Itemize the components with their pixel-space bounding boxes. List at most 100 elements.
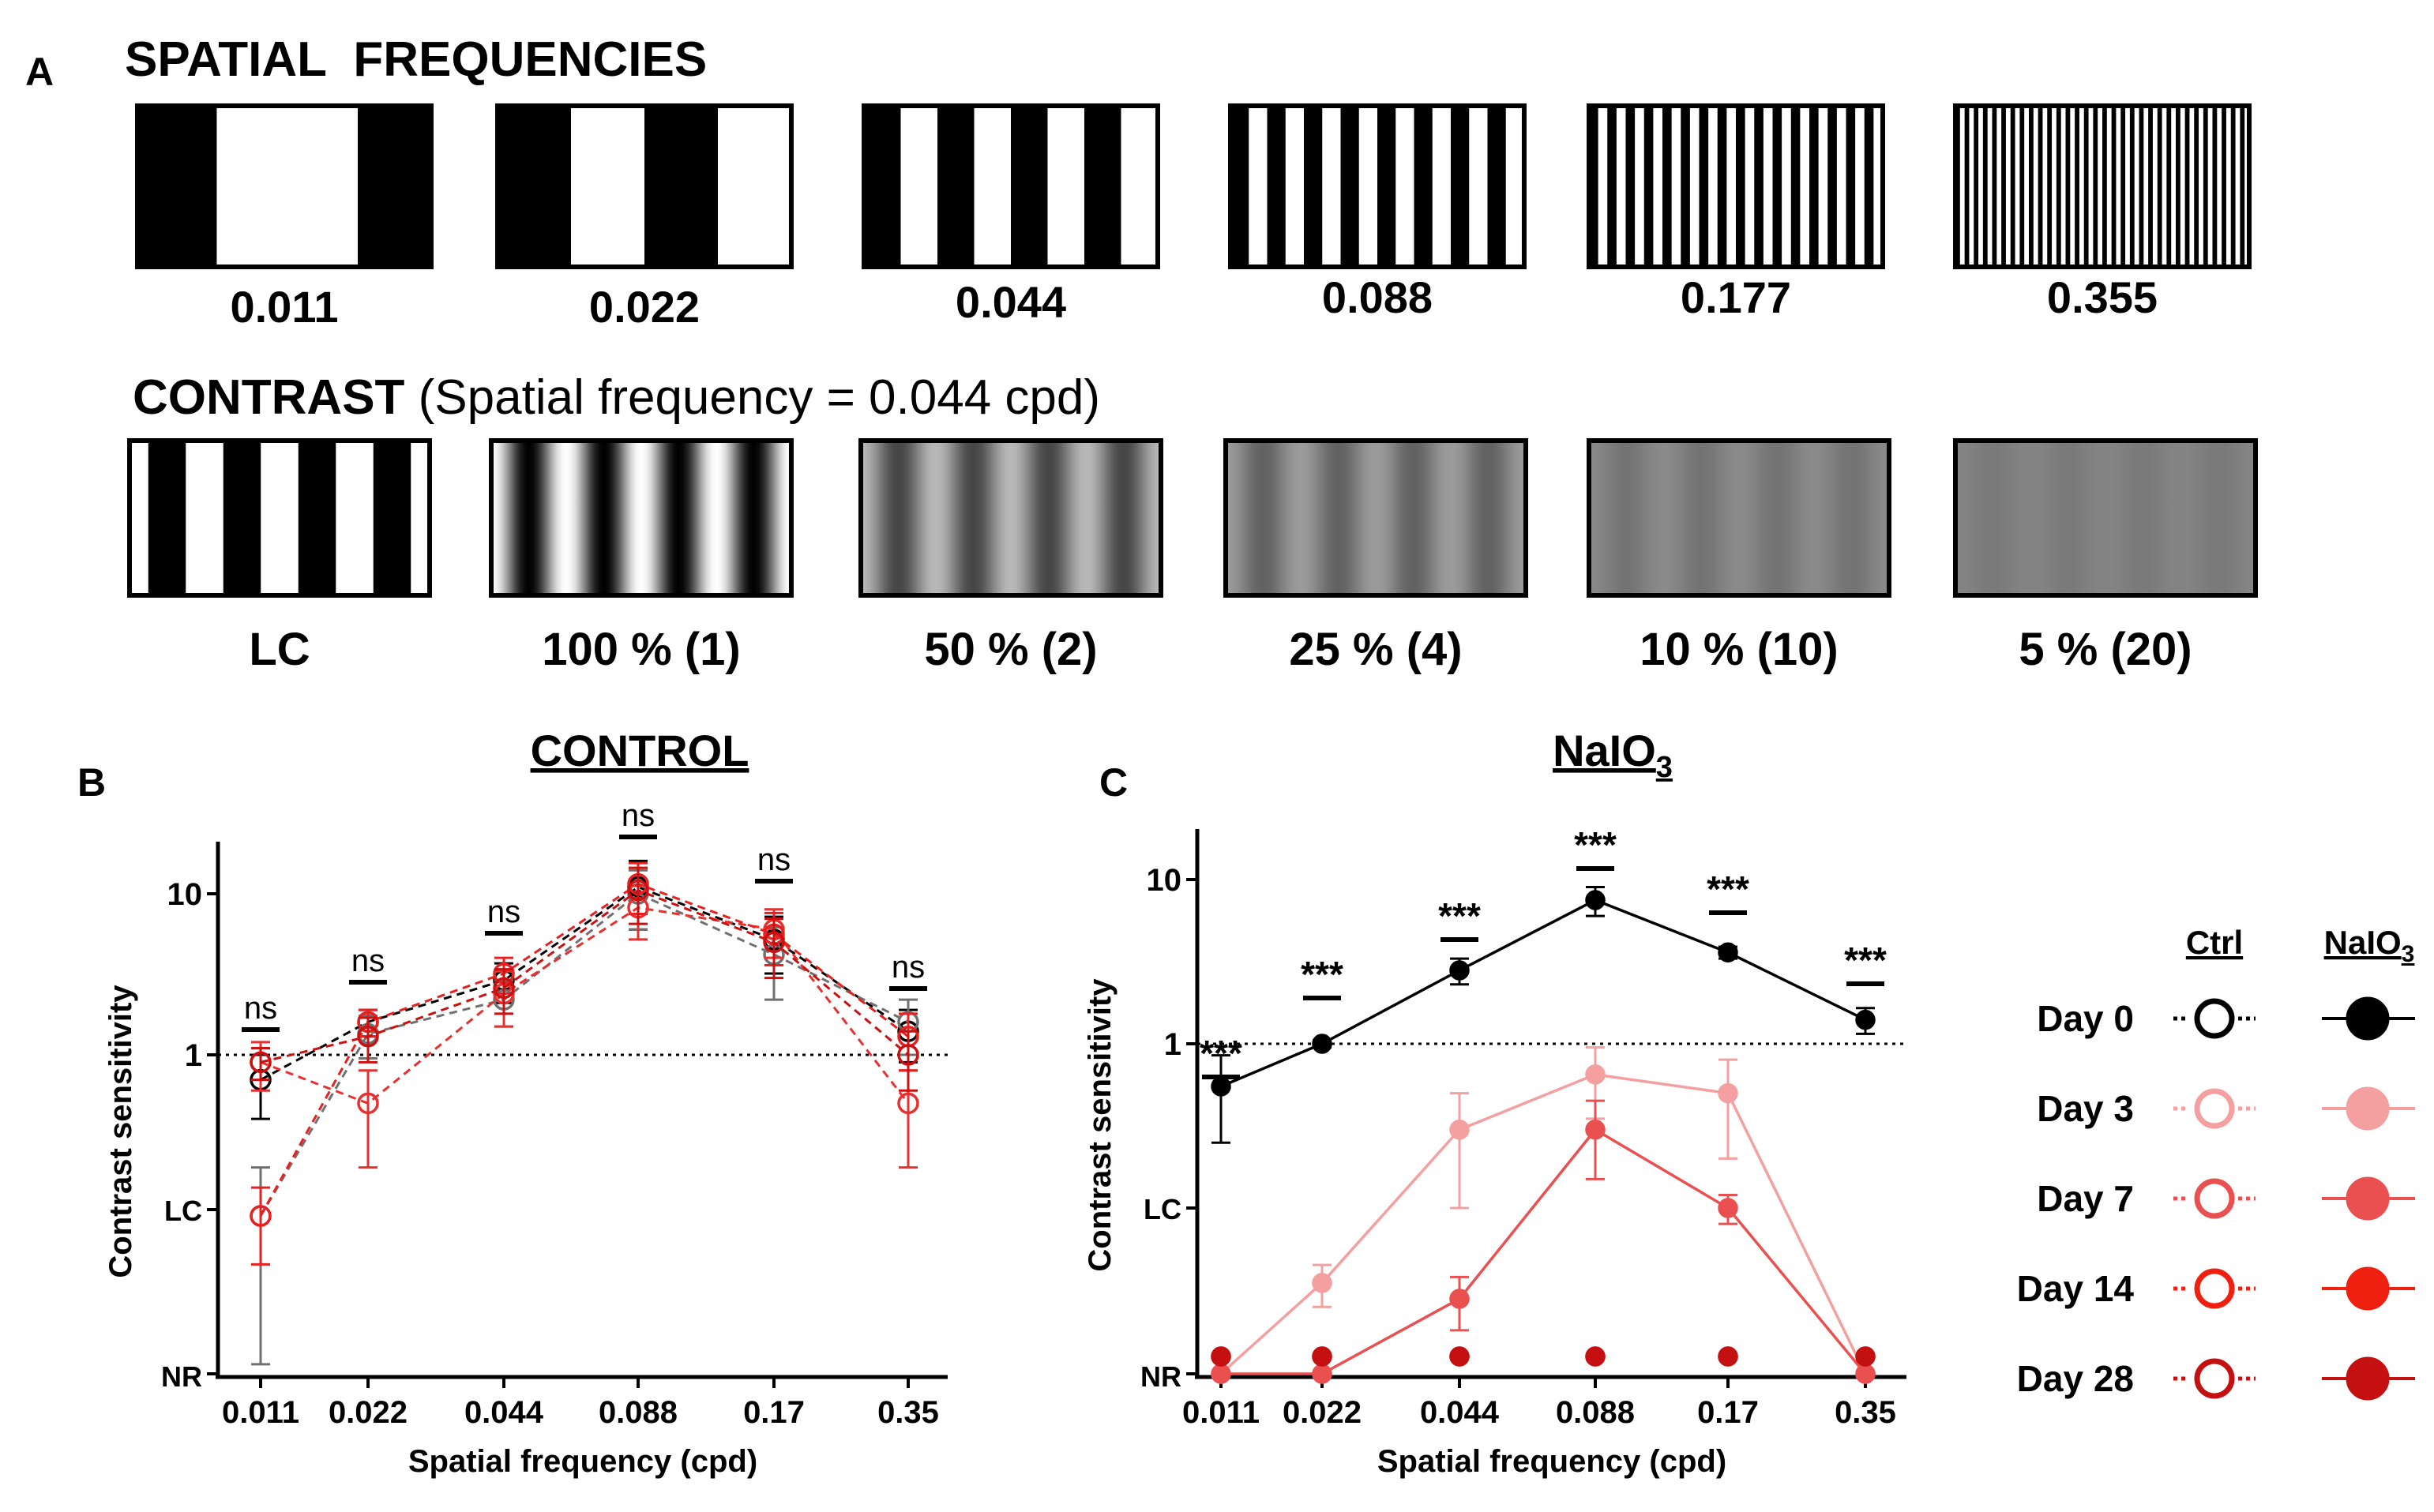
data-point: [1585, 1064, 1606, 1085]
legend-naio-marker: [2346, 1356, 2390, 1401]
grating-bar: [1267, 106, 1286, 267]
y-axis-label: Contrast sensitivity: [103, 985, 138, 1278]
grating-bar: [2001, 106, 2006, 267]
grating-bar: [2010, 106, 2015, 267]
y-tick-label: NR: [161, 1360, 202, 1393]
grating-bar: [373, 441, 411, 595]
grating-bar: [1864, 106, 1874, 267]
panel-a-label: A: [25, 50, 54, 94]
grating-frame: [495, 103, 794, 269]
significance-label: ***: [1844, 940, 1887, 981]
series-line: [1220, 899, 1866, 1088]
data-point: [897, 1044, 919, 1066]
sine-grating: [1955, 441, 2256, 595]
panel-b-label: B: [77, 760, 106, 805]
series-line: [260, 906, 910, 1105]
grating-bar: [1414, 106, 1433, 267]
data-point: [897, 1092, 919, 1115]
legend-row: Day 14: [2017, 1266, 2415, 1311]
data-point: [1312, 1034, 1332, 1054]
data-point: [627, 879, 649, 902]
grating-bar: [2203, 106, 2208, 267]
x-tick-label: 0.022: [329, 1395, 408, 1430]
grating-bar: [1084, 106, 1121, 267]
grating-bar: [2148, 106, 2153, 267]
significance-label: ***: [1438, 895, 1481, 936]
series-line: [1221, 1127, 1867, 1375]
panel-b-title: CONTROL: [531, 726, 749, 775]
data-point: [357, 1026, 379, 1048]
significance-label: ns: [757, 842, 791, 877]
contrast-label: 10 % (10): [1640, 624, 1838, 675]
chart-naio3: 10 1 LC NR0.011 0.022 0.044 0.088 0.17 0.35 Spati…: [1083, 824, 1906, 1479]
grating-bar: [1662, 106, 1672, 267]
grating-bar: [358, 106, 431, 267]
x-tick-label: 0.011: [1182, 1395, 1260, 1430]
grating-frame: [1223, 438, 1528, 598]
series-ctrl-day-0: [250, 859, 919, 1120]
grating-bar: [1304, 106, 1323, 267]
spatial-grating: 0.022: [495, 103, 794, 332]
grating-bar: [2230, 106, 2236, 267]
grating-bar: [2222, 106, 2226, 267]
data-point: [1211, 1364, 1231, 1384]
contrast-grating-row: LC 100 % (1) 50 % (2) 25 % (4) 10 % (10) 5 % …: [127, 438, 2258, 675]
data-point: [1855, 1346, 1876, 1367]
panel-c-title: NaIO3: [1553, 726, 1673, 784]
series-naio3-day-7: [1211, 1099, 1876, 1384]
grating-bar: [1982, 106, 1988, 267]
grating-bar: [2184, 106, 2190, 267]
series-naio3-day-0: [1211, 886, 1876, 1144]
grating-bar: [2083, 106, 2089, 267]
legend-row: Day 28: [2017, 1356, 2415, 1401]
grating-bar: [1377, 106, 1396, 267]
data-point: [763, 931, 785, 954]
spatial-grating: 0.355: [1953, 103, 2252, 322]
data-point: [1312, 1364, 1332, 1384]
grating-bar: [1827, 106, 1837, 267]
grating-bar: [1681, 106, 1690, 267]
legend-row: Day 0: [2037, 996, 2415, 1041]
data-point: [1312, 1346, 1332, 1367]
data-point: [1585, 1346, 1606, 1367]
grating-bar: [2019, 106, 2025, 267]
legend-ctrl-marker: [2194, 998, 2235, 1039]
significance-label: ns: [622, 798, 655, 833]
grating-bar: [2102, 106, 2107, 267]
sine-grating: [861, 441, 1161, 595]
grating-bar: [1011, 106, 1048, 267]
data-point: [1718, 1346, 1738, 1367]
grating-bar: [1790, 106, 1801, 267]
series-line: [260, 888, 909, 1064]
series-naio3-day-14: [1211, 1346, 1876, 1367]
y-tick-label: LC: [1144, 1193, 1181, 1225]
data-point: [1211, 1346, 1231, 1367]
grating-bar: [2111, 106, 2117, 267]
contrast-label: 5 % (20): [2019, 624, 2192, 675]
x-tick-label: 0.17: [1697, 1395, 1759, 1430]
grating-bar: [137, 106, 217, 267]
data-point: [1449, 1120, 1470, 1140]
grating-bar: [298, 441, 336, 595]
grating-bar: [937, 106, 975, 267]
series-line: [259, 882, 909, 1217]
grating-frame: [489, 438, 794, 598]
grating-frame: [1587, 103, 1885, 269]
y-tick-label: LC: [164, 1195, 202, 1227]
contrast-title-bold: CONTRAST: [133, 370, 405, 425]
grating-bar: [1487, 106, 1506, 267]
data-point: [1718, 942, 1738, 963]
y-tick-label: 10: [167, 877, 203, 912]
y-tick-label: 1: [185, 1038, 202, 1073]
x-tick-label: 0.088: [1556, 1395, 1635, 1430]
grating-bar: [2093, 106, 2098, 267]
contrast-label: 25 % (4): [1289, 624, 1462, 675]
significance-label: ***: [1707, 869, 1749, 910]
legend-naio-marker: [2346, 1266, 2390, 1311]
grating-bar: [2038, 106, 2043, 267]
grating-bar: [2240, 106, 2245, 267]
sine-grating: [1589, 441, 1889, 595]
legend-ctrl-marker: [2194, 1088, 2235, 1129]
y-tick-label: 1: [1164, 1027, 1181, 1062]
spatial-frequency-label: 0.011: [230, 282, 338, 332]
